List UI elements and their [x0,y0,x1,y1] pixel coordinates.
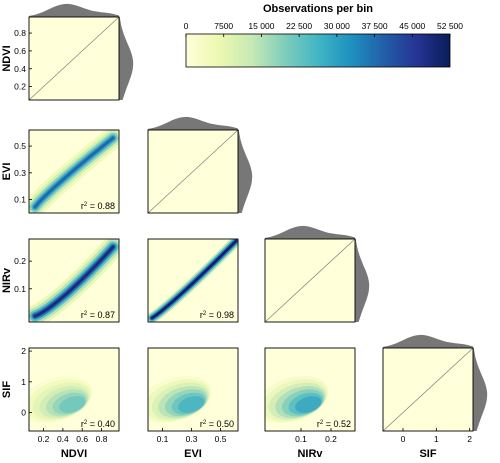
x-axis-label-ndvi: NDVI [61,448,87,460]
panel-frame [264,238,356,323]
panel-frame [28,16,120,101]
r-squared-label-evi-ndvi: r2 = 0.88 [81,201,115,211]
y-tick-label: 0.3 [14,168,26,178]
marginal-distribution-top [265,225,355,239]
colorbar-title: Observations per bin [263,3,373,15]
panel-frame [28,238,120,323]
marginal-distribution-right [473,348,488,431]
density-nirv-vs-ndvi [29,239,119,322]
density-band [151,240,237,319]
colorbar-tick-label: 52 500 [437,21,463,31]
y-tick-label: 0 [21,408,26,418]
y-tick-label: 0.4 [14,64,26,74]
r-squared-label-nirv-evi: r2 = 0.98 [200,310,234,320]
colorbar: Observations per bin 0 7500 15 000 22 500 30 … [184,3,463,68]
identity-line [382,347,474,432]
x-tick-label: 0.1 [157,434,169,444]
colorbar-tick-label: 22 500 [286,21,312,31]
y-axis-label-nirv: NIRv [1,267,13,293]
density-contour [295,396,322,413]
r-squared-label-nirv-ndvi: r2 = 0.87 [81,310,115,320]
y-tick-label: 0.2 [14,256,26,266]
panel-frame [147,238,239,323]
colorbar-tick-label: 0 [184,21,189,31]
diagonal-panel-nirv [264,225,370,323]
colorbar-tick-label: 15 000 [248,21,274,31]
density-sif-vs-evi [148,348,238,431]
density-contour [178,396,205,413]
density-band [34,137,114,208]
y-tick-label: 0.5 [14,141,26,151]
density-sif-vs-ndvi [29,348,119,431]
marginal-distribution-right [119,17,134,100]
density-nirv-vs-evi [148,239,238,322]
density-contour [59,396,86,413]
marginal-distribution-top [383,334,473,348]
r-squared-label-sif-nirv: r2 = 0.52 [317,419,351,429]
identity-line [147,129,239,214]
density-sif-vs-nirv [265,348,355,431]
y-axis-label-sif: SIF [1,381,13,398]
identity-line [264,238,356,323]
panel-frame [28,347,120,432]
marginal-distribution-top [29,3,119,18]
y-tick-label: 0.2 [14,82,26,92]
x-tick-label: 0.1 [295,434,307,444]
x-axis-label-evi: EVI [184,448,202,460]
colorbar-tick-label: 30 000 [324,21,350,31]
x-tick-label: 0.2 [325,434,337,444]
x-tick-label: 0.2 [38,434,50,444]
y-tick-label: 0.8 [14,28,26,38]
marginal-distribution-right [355,239,370,322]
x-tick-label: 2 [467,434,472,444]
y-tick-label: 0.1 [14,195,26,205]
x-tick-label: 0.6 [76,434,88,444]
x-axis-label-sif: SIF [419,448,436,460]
colorbar-tick-label: 45 000 [399,21,425,31]
r-squared-label-sif-evi: r2 = 0.50 [200,419,234,429]
panel-frame [147,129,239,214]
marginal-distribution-right [238,130,253,213]
panel-frame [147,347,239,432]
diagonal-panel-ndvi [28,3,134,101]
r-squared-label-sif-ndvi: r2 = 0.40 [81,419,115,429]
marginal-distribution-top [148,116,238,130]
panel-frame [264,347,356,432]
panel-frame [382,347,474,432]
colorbar-gradient [185,33,451,68]
x-tick-label: 0.3 [186,434,198,444]
panel-frame [28,129,120,214]
x-axis-label-nirv: NIRv [297,448,323,460]
y-tick-label: 2 [21,346,26,356]
identity-line [28,16,120,101]
y-axis-label-ndvi: NDVI [1,45,13,71]
x-tick-label: 0.4 [57,434,69,444]
colorbar-tick-label: 37 500 [362,21,388,31]
density-band [34,246,114,317]
x-tick-label: 0 [401,434,406,444]
x-tick-label: 0.5 [215,434,227,444]
y-tick-label: 0.6 [14,46,26,56]
y-tick-label: 1 [21,377,26,387]
diagonal-panel-sif [382,334,488,432]
x-tick-label: 0.8 [96,434,108,444]
x-tick-label: 1 [434,434,439,444]
colorbar-tick-label: 7500 [214,21,233,31]
density-evi-vs-ndvi [29,130,119,213]
y-tick-label: 0.1 [14,284,26,294]
y-axis-label-evi: EVI [1,163,13,181]
diagonal-panel-evi [147,116,253,214]
